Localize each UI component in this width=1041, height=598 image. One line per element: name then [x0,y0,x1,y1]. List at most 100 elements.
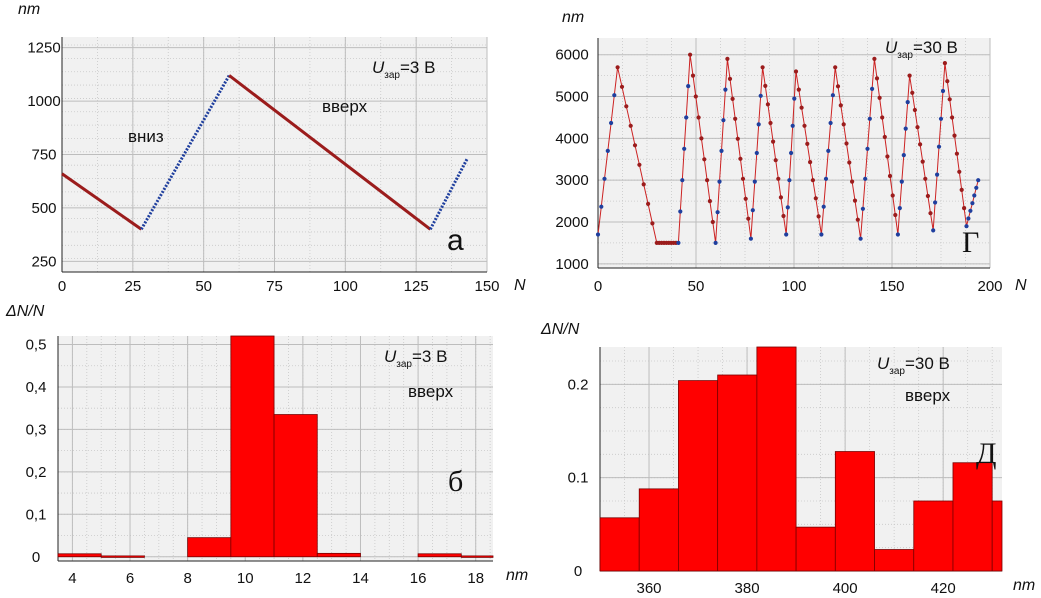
histogram-bar [273,414,318,558]
voltage-symbol: U [877,354,890,373]
data-point [968,208,973,213]
data-point [928,211,933,216]
y-tick-label: 0.1 [568,470,589,487]
data-point [637,162,642,167]
x-tick-label: 16 [410,570,427,587]
data-point [962,206,967,211]
y-tick-label: 0,5 [26,336,47,353]
data-point [874,76,880,81]
data-point [872,56,877,62]
data-point [912,107,918,113]
direction-label: вверх [408,382,454,401]
data-point [838,103,843,108]
data-point [615,65,620,70]
data-point [771,139,776,144]
data-point [690,73,696,78]
data-point [855,217,860,222]
data-point [899,179,904,184]
data-point [628,123,633,128]
voltage-annotation: Uзар=3 В [372,58,435,81]
voltage-value: =3 В [400,58,435,77]
data-point [756,122,761,127]
data-point [686,84,691,89]
x-axis-label: nm [1013,577,1035,594]
segment-label-up: вверх [322,97,368,116]
histogram-bar [638,488,679,572]
data-point [699,136,704,141]
panel-letter-a: а [447,224,464,257]
y-axis-label: nm [562,9,584,26]
data-point [612,93,617,98]
data-point [650,221,655,226]
voltage-subscript: зар [889,366,905,377]
data-point [678,209,683,214]
x-tick-label: 14 [352,570,369,587]
data-point [713,240,718,245]
data-point [725,56,730,62]
histogram-bar [316,552,361,558]
y-tick-label: 750 [31,147,56,164]
voltage-annotation: Uзар=30 В [885,38,958,61]
data-point [816,214,821,219]
data-point [850,179,855,184]
data-point [947,97,952,102]
x-tick-label: 50 [195,278,212,295]
voltage-value: =30 В [913,38,958,57]
data-point [723,87,728,92]
histogram-bar [417,553,462,558]
data-point [787,178,792,183]
data-point [810,178,816,183]
data-point [920,159,925,164]
y-axis-label: ΔN/N [540,321,580,338]
data-point [907,73,912,78]
data-point [887,173,893,179]
data-point [682,146,687,151]
y-tick-label: 0,3 [26,421,47,438]
data-point [624,104,629,109]
direction-label: вверх [905,386,951,405]
panel-g-oscillation-chart: 0 50 100 150 200 1000 2000 3000 4000 5000 6000 nm N U… [555,9,1027,295]
histogram-bar [913,500,954,572]
data-point [925,193,931,199]
data-point [852,198,858,203]
data-point [781,213,786,219]
x-tick-label: 8 [183,570,191,587]
data-point [823,176,829,181]
histogram-bar [187,537,232,558]
data-point [785,205,790,210]
data-point [974,185,979,190]
y-tick-label: 500 [31,200,56,217]
voltage-symbol: U [384,347,397,366]
y-tick-label: 5000 [555,89,588,106]
segment-label-down: вниз [128,127,164,146]
data-point [721,118,726,123]
histogram-bar [678,380,719,572]
x-tick-label: 0 [58,278,66,295]
voltage-symbol: U [372,58,385,77]
panel-letter-g: Г [962,226,979,259]
data-point [758,93,763,98]
data-point [792,96,797,101]
histogram-bar [460,555,494,558]
data-point [605,148,610,153]
x-tick-label: 380 [735,580,760,597]
data-point [802,123,807,128]
data-point [826,148,831,153]
voltage-annotation: Uзар=3 В [384,347,447,370]
y-tick-label: 0 [32,549,40,566]
data-point [833,65,838,70]
gridlines [597,38,991,268]
data-point [813,196,818,201]
y-tick-label: 0,2 [26,464,47,481]
voltage-symbol: U [885,38,898,57]
data-point [765,102,771,107]
histogram-bar [230,335,275,558]
data-point [796,87,801,92]
histogram-bar [952,462,993,572]
data-point [609,120,614,126]
data-point [799,105,804,110]
data-point [676,240,681,245]
y-tick-label: 2000 [555,214,588,231]
data-point [696,115,701,120]
